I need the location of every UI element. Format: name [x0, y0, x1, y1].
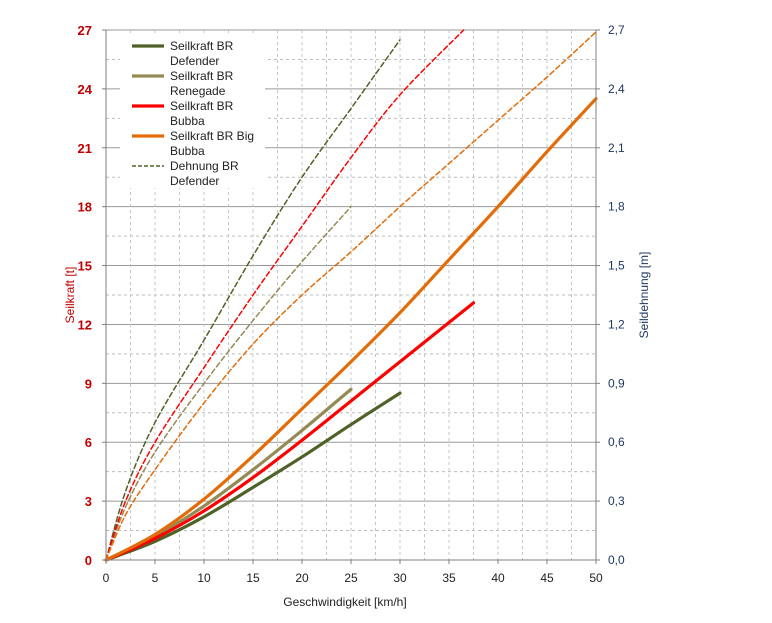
- y-left-tick-label: 9: [85, 376, 92, 391]
- x-tick-label: 30: [393, 571, 407, 585]
- legend-label-2: Seilkraft BR Renegade: [170, 69, 234, 98]
- series-layer: [104, 29, 598, 562]
- y-right-axis-title: Seildehnung [m]: [637, 252, 651, 339]
- grid-lines: [106, 29, 597, 561]
- legend-label-3: Seilkraft BR Bubba: [170, 99, 234, 128]
- dashed-series-line-5: [105, 39, 401, 561]
- x-tick-label: 0: [103, 571, 110, 585]
- y-left-tick-label: 0: [85, 553, 92, 568]
- legend-label-1: Seilkraft BR Defender: [170, 39, 234, 68]
- y-left-tick-label: 24: [78, 82, 93, 97]
- dashed-series-line-6: [105, 205, 352, 561]
- y-left-tick-label: 3: [85, 494, 92, 509]
- y-right-tick-label: 2,1: [608, 141, 625, 155]
- y-left-tick-label: 6: [85, 435, 92, 450]
- y-right-tick-label: 2,7: [608, 23, 625, 37]
- legend-box: [120, 36, 265, 188]
- y-right-tick-label: 1,5: [608, 259, 625, 273]
- x-tick-label: 15: [246, 571, 260, 585]
- x-tick-label: 40: [491, 571, 505, 585]
- solid-series-line-3: [104, 301, 476, 562]
- y-right-tick-label: 0,9: [608, 376, 625, 390]
- y-left-tick-label: 15: [78, 259, 92, 274]
- y-left-tick-label: 27: [78, 23, 92, 38]
- legend-label-5: Dehnung BR Defender: [170, 159, 239, 188]
- x-tick-label: 45: [540, 571, 554, 585]
- axes: 0 3 6 9 12 15 18 21 24 27 0,0 0,3 0,6 0,9 1,2 1,5 1,8 2,1…: [78, 23, 625, 585]
- x-axis-title: Geschwindigkeit [km/h]: [283, 595, 406, 609]
- x-tick-label: 25: [344, 571, 358, 585]
- dashed-series-line-7: [105, 29, 465, 561]
- y-left-tick-label: 18: [78, 200, 92, 215]
- y-right-tick-label: 0,6: [608, 435, 625, 449]
- y-left-tick-label: 12: [78, 317, 92, 332]
- y-right-tick-label: 1,8: [608, 200, 625, 214]
- y-left-tick-label: 21: [78, 141, 92, 156]
- legend-label-4: Seilkraft BR Big Bubba: [170, 129, 254, 158]
- solid-series-line-4: [104, 97, 598, 562]
- y-right-tick-label: 2,4: [608, 82, 625, 96]
- y-left-axis-title: Seilkraft [t]: [63, 267, 77, 324]
- x-tick-label: 35: [442, 571, 456, 585]
- y-right-tick-label: 0,0: [608, 553, 625, 567]
- solid-series-line-1: [104, 391, 402, 562]
- y-right-tick-label: 0,3: [608, 494, 625, 508]
- x-tick-label: 5: [152, 571, 159, 585]
- x-tick-label: 50: [589, 571, 603, 585]
- dashed-series-line-8: [105, 31, 597, 561]
- x-tick-label: 10: [197, 571, 211, 585]
- y-right-tick-label: 1,2: [608, 317, 625, 331]
- x-tick-label: 20: [295, 571, 309, 585]
